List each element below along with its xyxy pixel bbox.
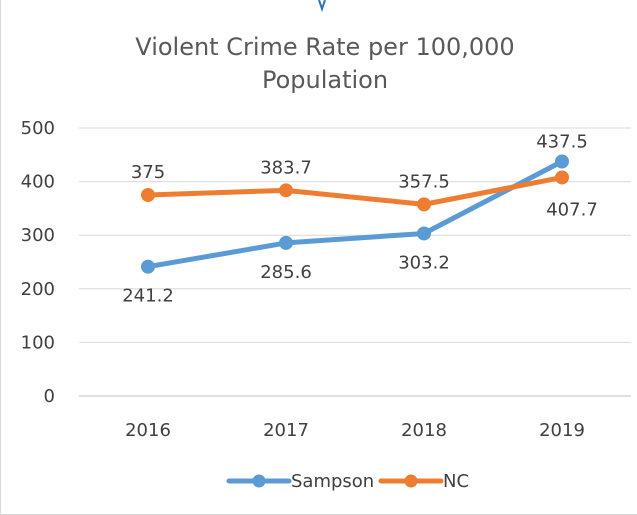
legend-label: NC [443, 471, 469, 492]
x-tick-label: 2017 [263, 420, 309, 441]
legend-label: Sampson [291, 471, 374, 492]
data-point-nc [555, 170, 569, 185]
y-tick-label: 400 [21, 172, 55, 193]
y-tick-label: 100 [21, 332, 55, 353]
legend-swatch-marker [252, 474, 266, 488]
legend: Sampson NC [226, 471, 469, 492]
data-point-nc [141, 188, 155, 202]
y-axis: 0 100 200 300 400 500 [21, 118, 55, 407]
data-point-nc [279, 183, 293, 198]
x-axis: 2016 2017 2018 2019 [125, 420, 585, 441]
data-point-sampson [141, 259, 155, 274]
data-point-sampson [555, 154, 569, 169]
data-label-sampson: 285.6 [260, 262, 312, 283]
data-label-sampson: 303.2 [398, 252, 450, 273]
data-labels: 241.2 285.6 303.2 437.5 375 383.7 357.5 407.7 [122, 132, 598, 307]
y-tick-label: 500 [21, 118, 55, 139]
data-label-sampson: 241.2 [122, 286, 174, 307]
series-line-sampson [145, 159, 565, 270]
data-label-sampson: 437.5 [536, 132, 588, 153]
data-label-nc: 375 [131, 162, 165, 183]
x-tick-label: 2016 [125, 420, 171, 441]
data-point-nc [417, 197, 431, 212]
x-tick-label: 2018 [401, 420, 447, 441]
chart-title-line-2: Population [262, 66, 388, 94]
data-point-sampson [279, 235, 293, 250]
gridlines [79, 127, 631, 397]
x-tick-label: 2019 [539, 420, 585, 441]
series-lines [141, 154, 569, 274]
data-label-nc: 407.7 [546, 199, 598, 220]
chart-title-line-1: Violent Crime Rate per 100,000 [135, 33, 514, 61]
y-tick-label: 200 [21, 279, 55, 300]
data-label-nc: 383.7 [260, 157, 312, 178]
y-tick-label: 0 [44, 386, 55, 407]
cropped-heading-fragment [318, 0, 326, 13]
series-line-nc [145, 174, 565, 207]
y-tick-label: 300 [21, 225, 55, 246]
chart-title: Violent Crime Rate per 100,000 Populatio… [135, 33, 514, 94]
legend-swatch-marker [404, 474, 418, 488]
data-label-nc: 357.5 [398, 171, 450, 192]
data-point-sampson [417, 226, 431, 241]
